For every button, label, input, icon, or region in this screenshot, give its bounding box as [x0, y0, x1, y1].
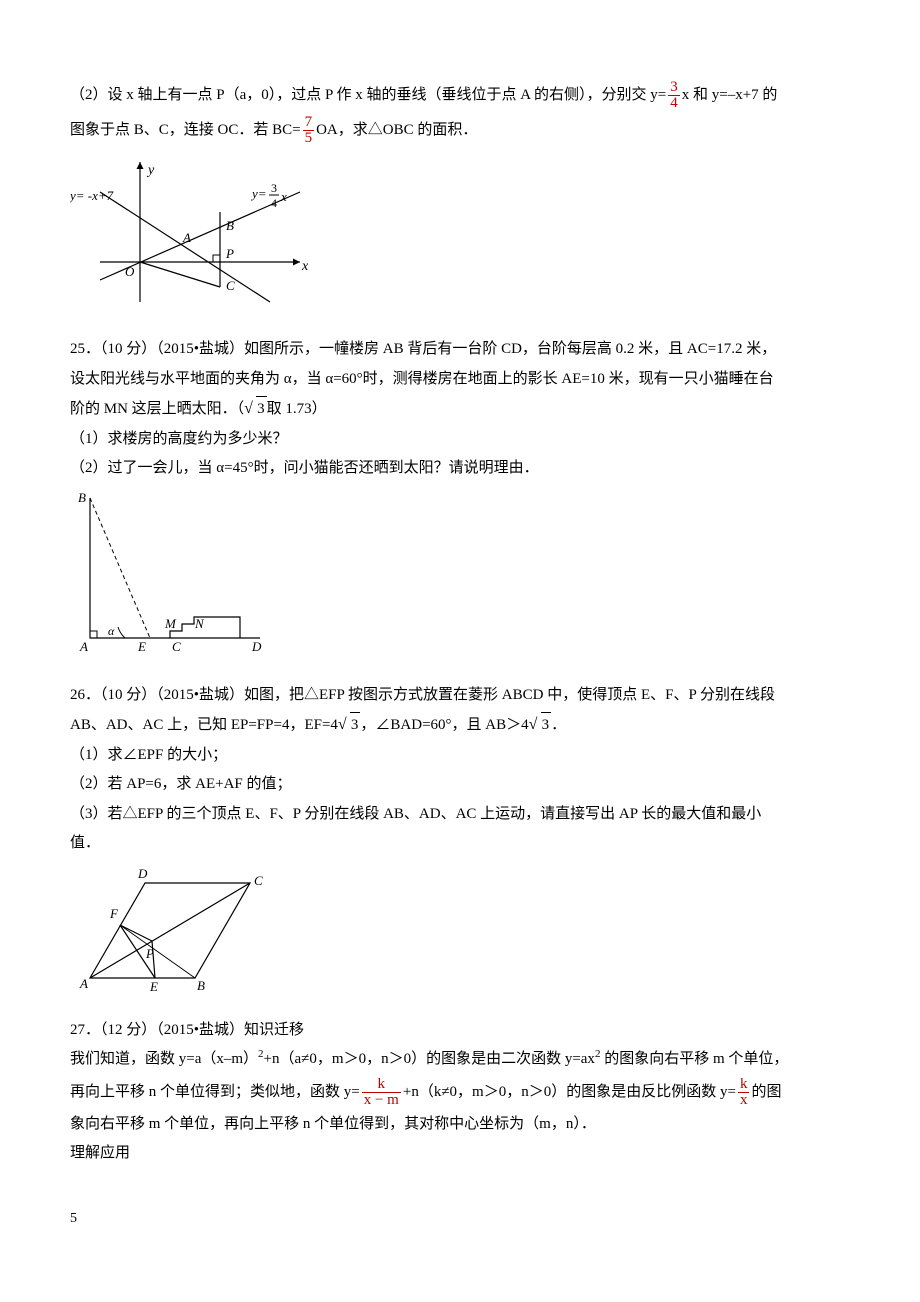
svg-text:A: A — [79, 639, 88, 654]
svg-text:F: F — [109, 906, 119, 921]
q25-sub2: （2）过了一会儿，当 α=45°时，问小猫能否还晒到太阳？请说明理由． — [70, 456, 850, 482]
sqrt-3-a: 3 — [338, 712, 361, 739]
svg-text:x: x — [280, 189, 287, 204]
question-24-part2: （2）设 x 轴上有一点 P（a，0），过点 P 作 x 轴的垂线（垂线位于点 … — [70, 80, 850, 312]
question-27: 27．（12 分）（2015•盐城）知识迁移 我们知道，函数 y=a（x‒m）2… — [70, 1018, 850, 1167]
q25-line2: 设太阳光线与水平地面的夹角为 α，当 α=60°时，测得楼房在地面上的影长 AE… — [70, 367, 850, 393]
svg-text:N: N — [194, 616, 205, 631]
question-25: 25．（10 分）（2015•盐城）如图所示，一幢楼房 AB 背后有一台阶 CD… — [70, 337, 850, 658]
fraction-3-4: 34 — [668, 80, 680, 111]
q26-sub3b: 值． — [70, 831, 850, 857]
q26-line2: AB、AD、AC 上，已知 EP=FP=4，EF=43，∠BAD=60°，且 A… — [70, 712, 850, 739]
svg-text:3: 3 — [271, 181, 277, 195]
q27-line1: 27．（12 分）（2015•盐城）知识迁移 — [70, 1018, 850, 1044]
q25-figure: B A E C D M N α — [70, 488, 280, 658]
q27-line5: 理解应用 — [70, 1141, 850, 1167]
page-number: 5 — [70, 1207, 850, 1231]
q24-text-line2: 图象于点 B、C，连接 OC．若 BC=75OA，求△OBC 的面积． — [70, 115, 850, 146]
svg-text:D: D — [137, 866, 148, 881]
q24-figure: y x y= -x+7 y= 3 4 x A B P C O — [70, 152, 330, 312]
svg-text:A: A — [182, 230, 191, 245]
q27-line4: 象向右平移 m 个单位，再向上平移 n 个单位得到，其对称中心坐标为（m，n）． — [70, 1112, 850, 1138]
q24-text-line1: （2）设 x 轴上有一点 P（a，0），过点 P 作 x 轴的垂线（垂线位于点 … — [70, 80, 850, 111]
sqrt-3-b: 3 — [529, 712, 552, 739]
q25-line3: 阶的 MN 这层上晒太阳．（3取 1.73） — [70, 396, 850, 423]
fraction-k-x: kx — [738, 1077, 750, 1108]
q27-line3: 再向上平移 n 个单位得到；类似地，函数 y=kx − m+n（k≠0，m＞0，… — [70, 1077, 850, 1108]
svg-text:E: E — [149, 979, 158, 993]
sqrt-3: 3 — [244, 396, 267, 423]
q27-line2: 我们知道，函数 y=a（x‒m）2+n（a≠0，m＞0，n＞0）的图象是由二次函… — [70, 1047, 850, 1073]
q26-line1: 26．（10 分）（2015•盐城）如图，把△EFP 按图示方式放置在菱形 AB… — [70, 683, 850, 709]
text: 图象于点 B、C，连接 OC．若 BC= — [70, 122, 301, 138]
svg-text:x: x — [301, 259, 309, 274]
svg-text:C: C — [226, 278, 235, 293]
q26-figure: A B C D E F P — [70, 863, 270, 993]
svg-text:y=: y= — [250, 186, 267, 201]
svg-text:4: 4 — [271, 196, 277, 210]
question-26: 26．（10 分）（2015•盐城）如图，把△EFP 按图示方式放置在菱形 AB… — [70, 683, 850, 993]
svg-text:y= -x+7: y= -x+7 — [70, 188, 114, 203]
svg-text:y: y — [146, 163, 155, 178]
q26-sub1: （1）求∠EPF 的大小； — [70, 743, 850, 769]
svg-text:B: B — [197, 978, 205, 993]
svg-text:P: P — [225, 246, 234, 261]
svg-text:C: C — [172, 639, 181, 654]
q25-sub1: （1）求楼房的高度约为多少米？ — [70, 427, 850, 453]
svg-text:B: B — [78, 490, 86, 505]
q26-sub2: （2）若 AP=6，求 AE+AF 的值； — [70, 772, 850, 798]
svg-text:C: C — [254, 873, 263, 888]
svg-text:D: D — [251, 639, 262, 654]
text: （2）设 x 轴上有一点 P（a，0），过点 P 作 x 轴的垂线（垂线位于点 … — [70, 87, 666, 103]
fraction-7-5: 75 — [303, 115, 315, 146]
fraction-k-xm: kx − m — [362, 1077, 401, 1108]
svg-text:B: B — [226, 218, 234, 233]
text: x 和 y=‒x+7 的 — [682, 87, 778, 103]
svg-text:M: M — [164, 616, 177, 631]
svg-text:O: O — [125, 264, 135, 279]
text: OA，求△OBC 的面积． — [316, 122, 477, 138]
svg-text:A: A — [79, 976, 88, 991]
svg-text:α: α — [108, 624, 115, 638]
q26-sub3a: （3）若△EFP 的三个顶点 E、F、P 分别在线段 AB、AD、AC 上运动，… — [70, 802, 850, 828]
q25-line1: 25．（10 分）（2015•盐城）如图所示，一幢楼房 AB 背后有一台阶 CD… — [70, 337, 850, 363]
svg-text:E: E — [137, 639, 146, 654]
